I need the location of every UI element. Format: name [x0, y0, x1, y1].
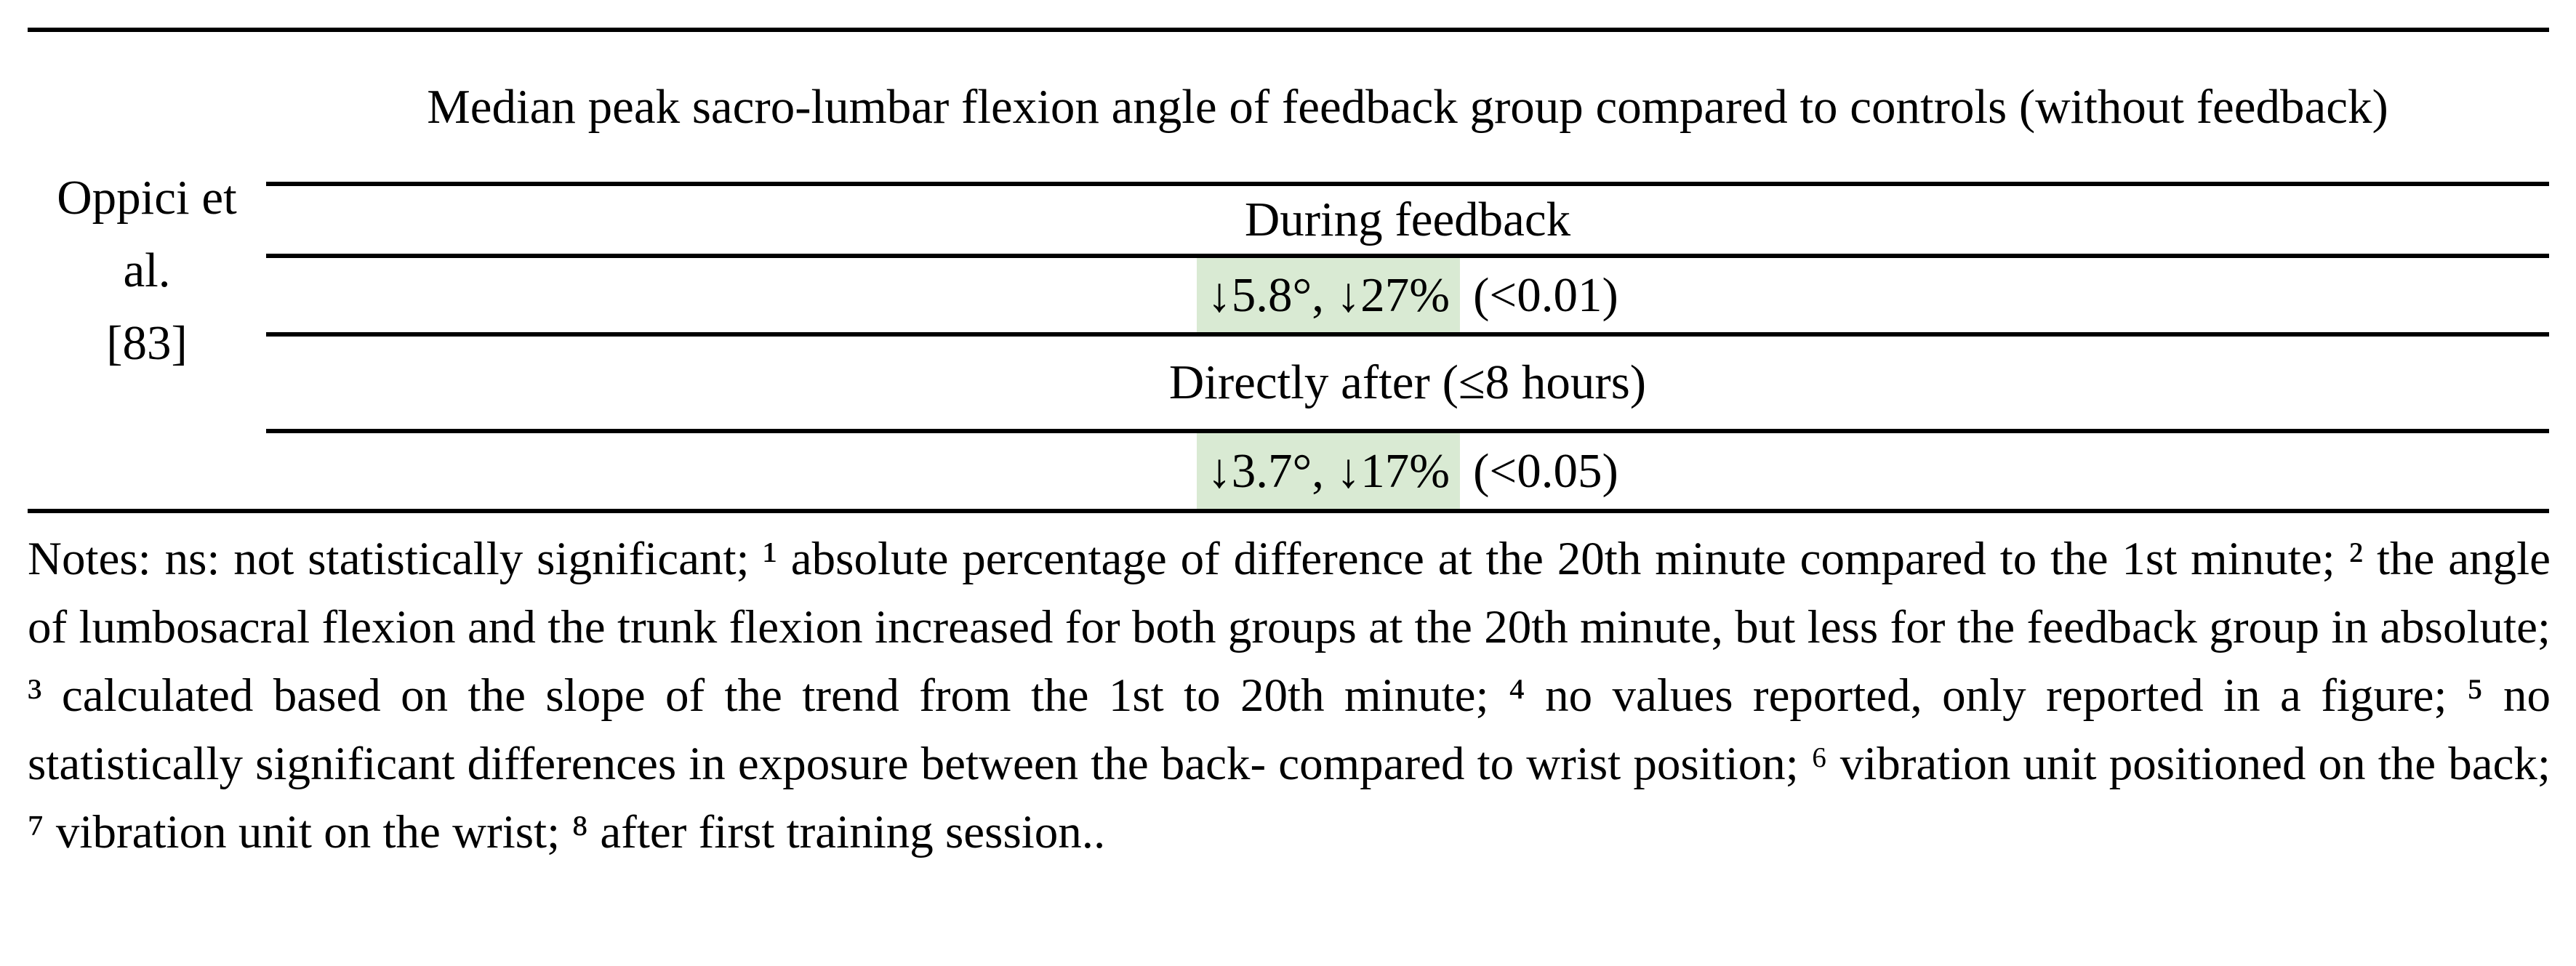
result-cell-directly-after: ↓3.7°, ↓17% (<0.05) — [266, 433, 2549, 509]
condition-cell-during-feedback: During feedback — [266, 186, 2549, 258]
highlighted-value: ↓5.8°, ↓27% — [1197, 258, 1461, 332]
condition-cell-directly-after: Directly after (≤8 hours) — [266, 337, 2549, 433]
table-notes: Notes: ns: not statistically significant… — [28, 533, 2551, 858]
result-cell-during-feedback: ↓5.8°, ↓27% (<0.01) — [266, 258, 2549, 337]
study-reference-cell: Oppici et al. [83] — [28, 32, 266, 509]
outcome-header-cell: Median peak sacro-lumbar flexion angle o… — [266, 32, 2549, 186]
p-value: (<0.05) — [1473, 443, 1618, 498]
results-rows: Median peak sacro-lumbar flexion angle o… — [266, 32, 2549, 509]
outcome-header-text: Median peak sacro-lumbar flexion angle o… — [427, 79, 2388, 134]
highlighted-value: ↓3.7°, ↓17% — [1197, 433, 1461, 509]
study-author: Oppici et al. — [57, 171, 237, 297]
study-results-table: Oppici et al. [83] Median peak sacro-lum… — [28, 28, 2549, 513]
study-citation-number: [83] — [106, 316, 188, 370]
p-value: (<0.01) — [1473, 267, 1618, 322]
